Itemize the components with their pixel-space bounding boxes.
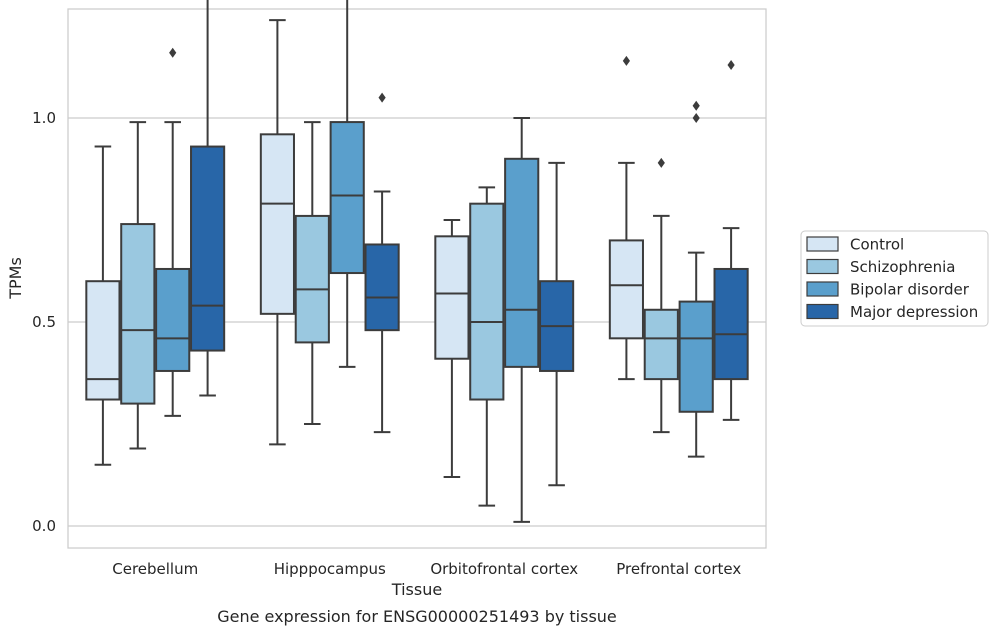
legend-label: Control bbox=[850, 236, 904, 254]
y-tick-label: 1.0 bbox=[32, 109, 56, 127]
y-tick-labels: 0.00.51.01.52.02.5 bbox=[32, 109, 56, 535]
box-group bbox=[294, 121, 330, 425]
box-group bbox=[678, 100, 714, 458]
box-iqr bbox=[643, 308, 679, 381]
box-group bbox=[713, 59, 749, 421]
x-tick-label: Orbitofrontal cortex bbox=[430, 560, 578, 578]
chart-caption: Gene expression for ENSG00000251493 by t… bbox=[217, 607, 617, 626]
box-group bbox=[364, 92, 400, 434]
legend-swatch bbox=[806, 281, 839, 297]
x-tick-label: Prefrontal cortex bbox=[616, 560, 741, 578]
box-outlier-point bbox=[657, 157, 665, 168]
legend-swatch bbox=[806, 258, 839, 275]
x-tick-labels: Cerebellum Hipppocampus Orbitofrontal cort… bbox=[112, 560, 741, 578]
box-group bbox=[259, 19, 295, 446]
box-group bbox=[155, 47, 191, 417]
box-outlier-point bbox=[169, 47, 177, 58]
box-outlier-point bbox=[622, 55, 630, 66]
plot-frame bbox=[67, 8, 767, 549]
legend-items: Control Schizophrenia Bipolar disorder Majo… bbox=[806, 236, 978, 321]
box-group bbox=[608, 55, 644, 381]
box-group bbox=[504, 117, 540, 523]
box-group bbox=[469, 186, 505, 507]
box-iqr bbox=[434, 235, 470, 360]
box-group bbox=[190, 0, 226, 397]
x-axis-label: Tissue bbox=[391, 580, 442, 599]
box-iqr bbox=[155, 267, 191, 372]
y-tick-label: 0.0 bbox=[32, 517, 56, 535]
box-iqr bbox=[190, 145, 226, 352]
legend-swatch bbox=[806, 303, 839, 320]
legend-label: Bipolar disorder bbox=[850, 281, 970, 299]
box-group bbox=[120, 121, 156, 450]
box-iqr bbox=[294, 214, 330, 344]
box-iqr bbox=[85, 280, 121, 401]
box-iqr bbox=[329, 121, 365, 275]
boxes-layer bbox=[85, 0, 749, 523]
box-group bbox=[643, 157, 679, 434]
box-group bbox=[434, 219, 470, 479]
box-iqr bbox=[259, 133, 295, 315]
box-group bbox=[539, 161, 575, 487]
legend-label: Major depression bbox=[850, 303, 978, 321]
box-iqr bbox=[608, 239, 644, 340]
box-outlier-point bbox=[727, 59, 735, 70]
box-iqr bbox=[469, 202, 505, 401]
box-iqr bbox=[713, 267, 749, 381]
box-iqr bbox=[364, 243, 400, 332]
box-iqr bbox=[120, 223, 156, 405]
y-axis-label: TPMs bbox=[6, 257, 25, 300]
box-outlier-point bbox=[378, 92, 386, 103]
x-tick-label: Hipppocampus bbox=[274, 560, 386, 578]
box-group bbox=[85, 145, 121, 466]
box-group bbox=[329, 0, 365, 368]
box-iqr bbox=[504, 157, 540, 368]
box-outlier-point bbox=[692, 113, 700, 123]
box-outlier-point bbox=[692, 100, 700, 111]
legend: Control Schizophrenia Bipolar disorder Majo… bbox=[800, 230, 989, 327]
legend-swatch bbox=[806, 236, 839, 252]
legend-label: Schizophrenia bbox=[850, 258, 955, 276]
x-tick-label: Cerebellum bbox=[112, 560, 198, 578]
box-iqr bbox=[678, 300, 714, 413]
y-tick-label: 0.5 bbox=[32, 313, 56, 331]
legend-frame bbox=[800, 230, 989, 327]
